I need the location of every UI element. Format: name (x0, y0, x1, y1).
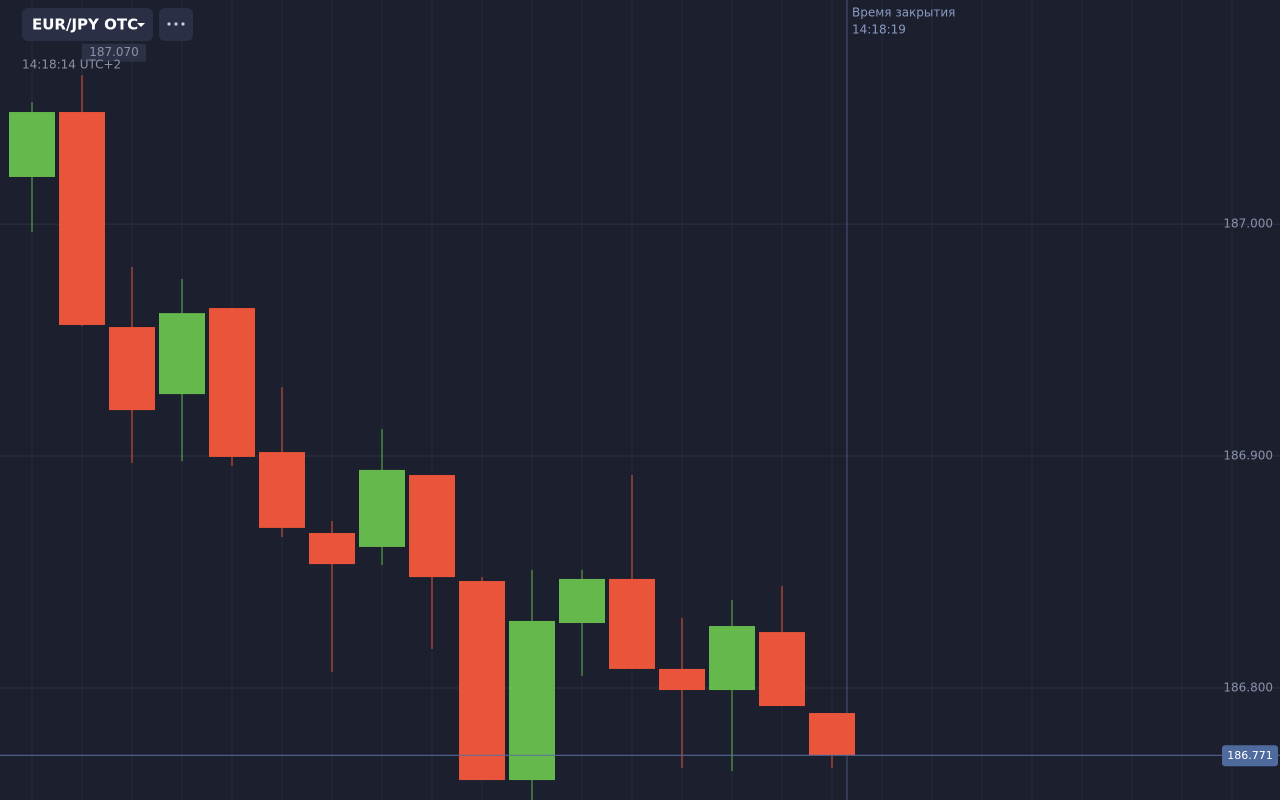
candle-body (559, 578, 605, 624)
candle-body (109, 327, 155, 411)
candle-body (409, 475, 455, 578)
price-marker-label: 187.070 (89, 45, 139, 59)
candles (9, 75, 855, 800)
asset-title: EUR/JPY OTC (32, 16, 138, 34)
candle-body (609, 578, 655, 669)
candle-body (709, 626, 755, 691)
more-icon (167, 22, 185, 26)
candle-body (509, 620, 555, 781)
overlay: 186.800 186.900 187.000 186.771 187.070 (0, 43, 1280, 767)
close-time-title: Время закрытия (852, 6, 955, 20)
candle-body (359, 469, 405, 547)
candle-body (209, 308, 255, 457)
y-tick-label: 186.900 (1223, 449, 1273, 463)
close-time: 14:18:19 (852, 23, 906, 37)
price-marker-box (82, 43, 146, 62)
candle-body (809, 713, 855, 756)
candle-body (159, 313, 205, 395)
candle-body (9, 112, 55, 177)
asset-button[interactable] (22, 8, 153, 41)
candle-body (759, 632, 805, 707)
candle-body (59, 112, 105, 325)
dropdown-icon (137, 23, 145, 27)
y-tick-label: 186.800 (1223, 680, 1273, 694)
current-price-label: 186.771 (1227, 749, 1273, 762)
candle-body (259, 452, 305, 528)
candle-body (659, 668, 705, 691)
candle-body (459, 581, 505, 781)
y-tick-label: 187.000 (1223, 217, 1273, 231)
candle-body (309, 533, 355, 565)
time: 14:18:14 UTC+2 (22, 58, 121, 72)
current-price-box (1222, 745, 1278, 767)
